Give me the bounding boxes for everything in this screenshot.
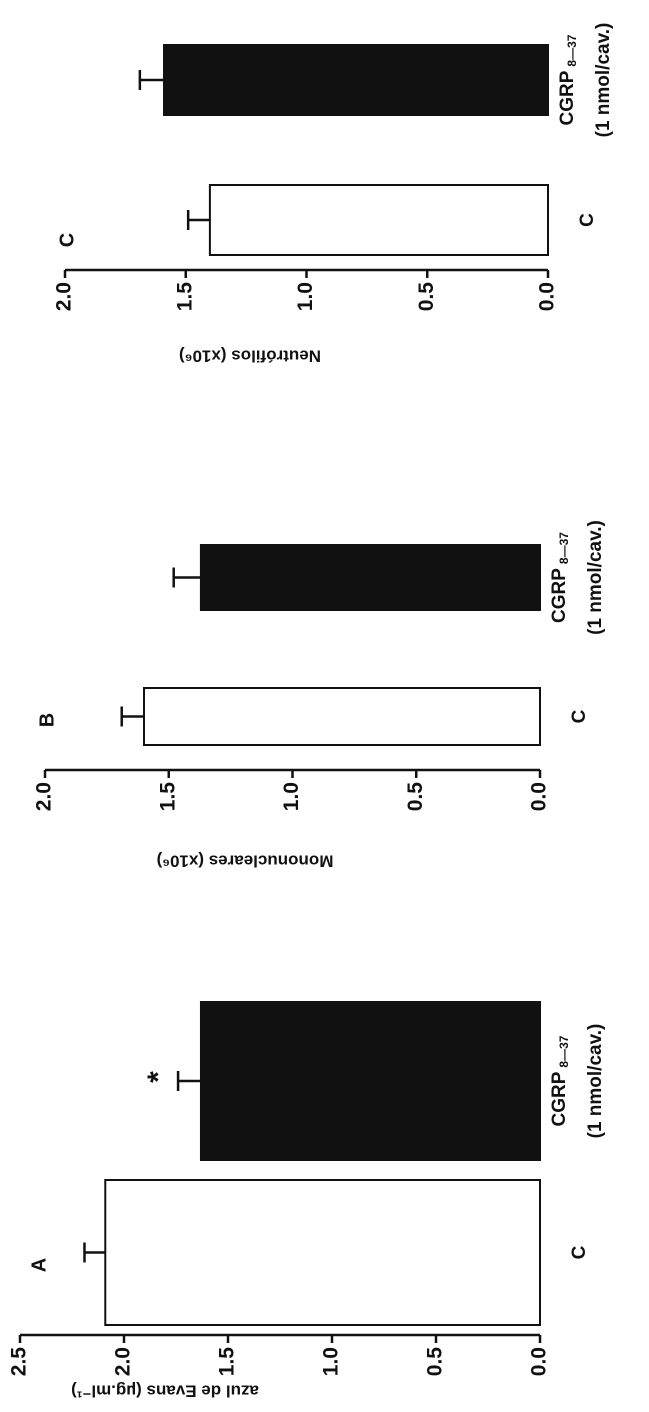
y-tick-label: 2.0 [33, 782, 56, 811]
bar [163, 44, 549, 116]
y-tick-label: 1.0 [320, 1347, 343, 1376]
bar [199, 544, 542, 611]
y-tick-label: 1.5 [156, 782, 179, 812]
category-name: CGRP [549, 568, 570, 623]
significance-mark: * [142, 1071, 175, 1083]
y-tick-label: 1.5 [216, 1347, 239, 1377]
y-tick-label: 0.0 [536, 282, 559, 311]
y-tick-label: 0.5 [424, 1347, 447, 1377]
category-subscript: 8—37 [557, 1035, 571, 1067]
category-label: C [577, 213, 598, 227]
bar [104, 1179, 541, 1326]
category-note: (1 nmol/cav.) [593, 23, 614, 138]
y-tick-label: 0.0 [528, 782, 551, 811]
bar [199, 1001, 542, 1161]
panel: 0.0 0.5 1.0 1.5 2.0 Neutrófilos (x10⁶) C C CGRP 8… [53, 23, 614, 366]
category-subscript: 8—37 [557, 532, 571, 564]
category-label: CGRP 8—37 [549, 1035, 571, 1126]
panel-label: A [28, 1258, 50, 1272]
panel: 0.0 0.5 1.0 1.5 2.0 2.5 azul de Evans (µg.ml⁻¹… [8, 1001, 606, 1401]
category-label: CGRP 8—37 [557, 34, 579, 125]
panel: 0.0 0.5 1.0 1.5 2.0 Mononucleares (x10⁶) B C CGR… [33, 520, 606, 870]
y-tick-label: 1.0 [280, 782, 303, 811]
panel-label: C [56, 233, 78, 247]
y-tick-label: 2.5 [8, 1347, 31, 1377]
y-tick-label: 2.0 [53, 282, 76, 311]
y-tick-label: 1.5 [173, 282, 196, 312]
category-label: CGRP 8—37 [549, 532, 571, 623]
y-axis-title: Mononucleares (x10⁶) [157, 852, 334, 871]
category-name: CGRP [557, 70, 578, 125]
category-subscript: 8—37 [565, 34, 579, 66]
category-label: C [569, 709, 590, 723]
y-tick-label: 2.0 [112, 1347, 135, 1376]
y-axis-title: Neutrófilos (x10⁶) [179, 347, 321, 366]
bar [143, 687, 541, 746]
y-tick-label: 0.5 [415, 282, 438, 312]
bar [208, 184, 549, 256]
y-tick-label: 1.0 [294, 282, 317, 311]
y-tick-label: 0.0 [528, 1347, 551, 1376]
y-tick-label: 0.5 [404, 782, 427, 812]
category-name: CGRP [549, 1071, 570, 1126]
category-note: (1 nmol/cav.) [585, 1024, 606, 1139]
panel-label: B [36, 713, 58, 727]
category-note: (1 nmol/cav.) [585, 520, 606, 635]
y-axis-title: azul de Evans (µg.ml⁻¹) [71, 1382, 259, 1401]
category-label: C [569, 1245, 590, 1259]
